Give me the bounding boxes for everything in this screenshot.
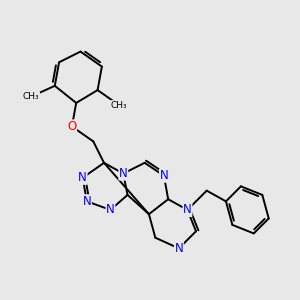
Text: N: N <box>106 203 115 216</box>
Text: N: N <box>183 203 192 216</box>
Text: N: N <box>119 167 128 180</box>
Text: CH₃: CH₃ <box>23 92 40 101</box>
Text: O: O <box>67 120 76 133</box>
Text: N: N <box>78 171 87 184</box>
Text: N: N <box>82 195 91 208</box>
Text: N: N <box>160 169 168 182</box>
Text: CH₃: CH₃ <box>111 100 127 109</box>
Text: N: N <box>175 242 183 255</box>
